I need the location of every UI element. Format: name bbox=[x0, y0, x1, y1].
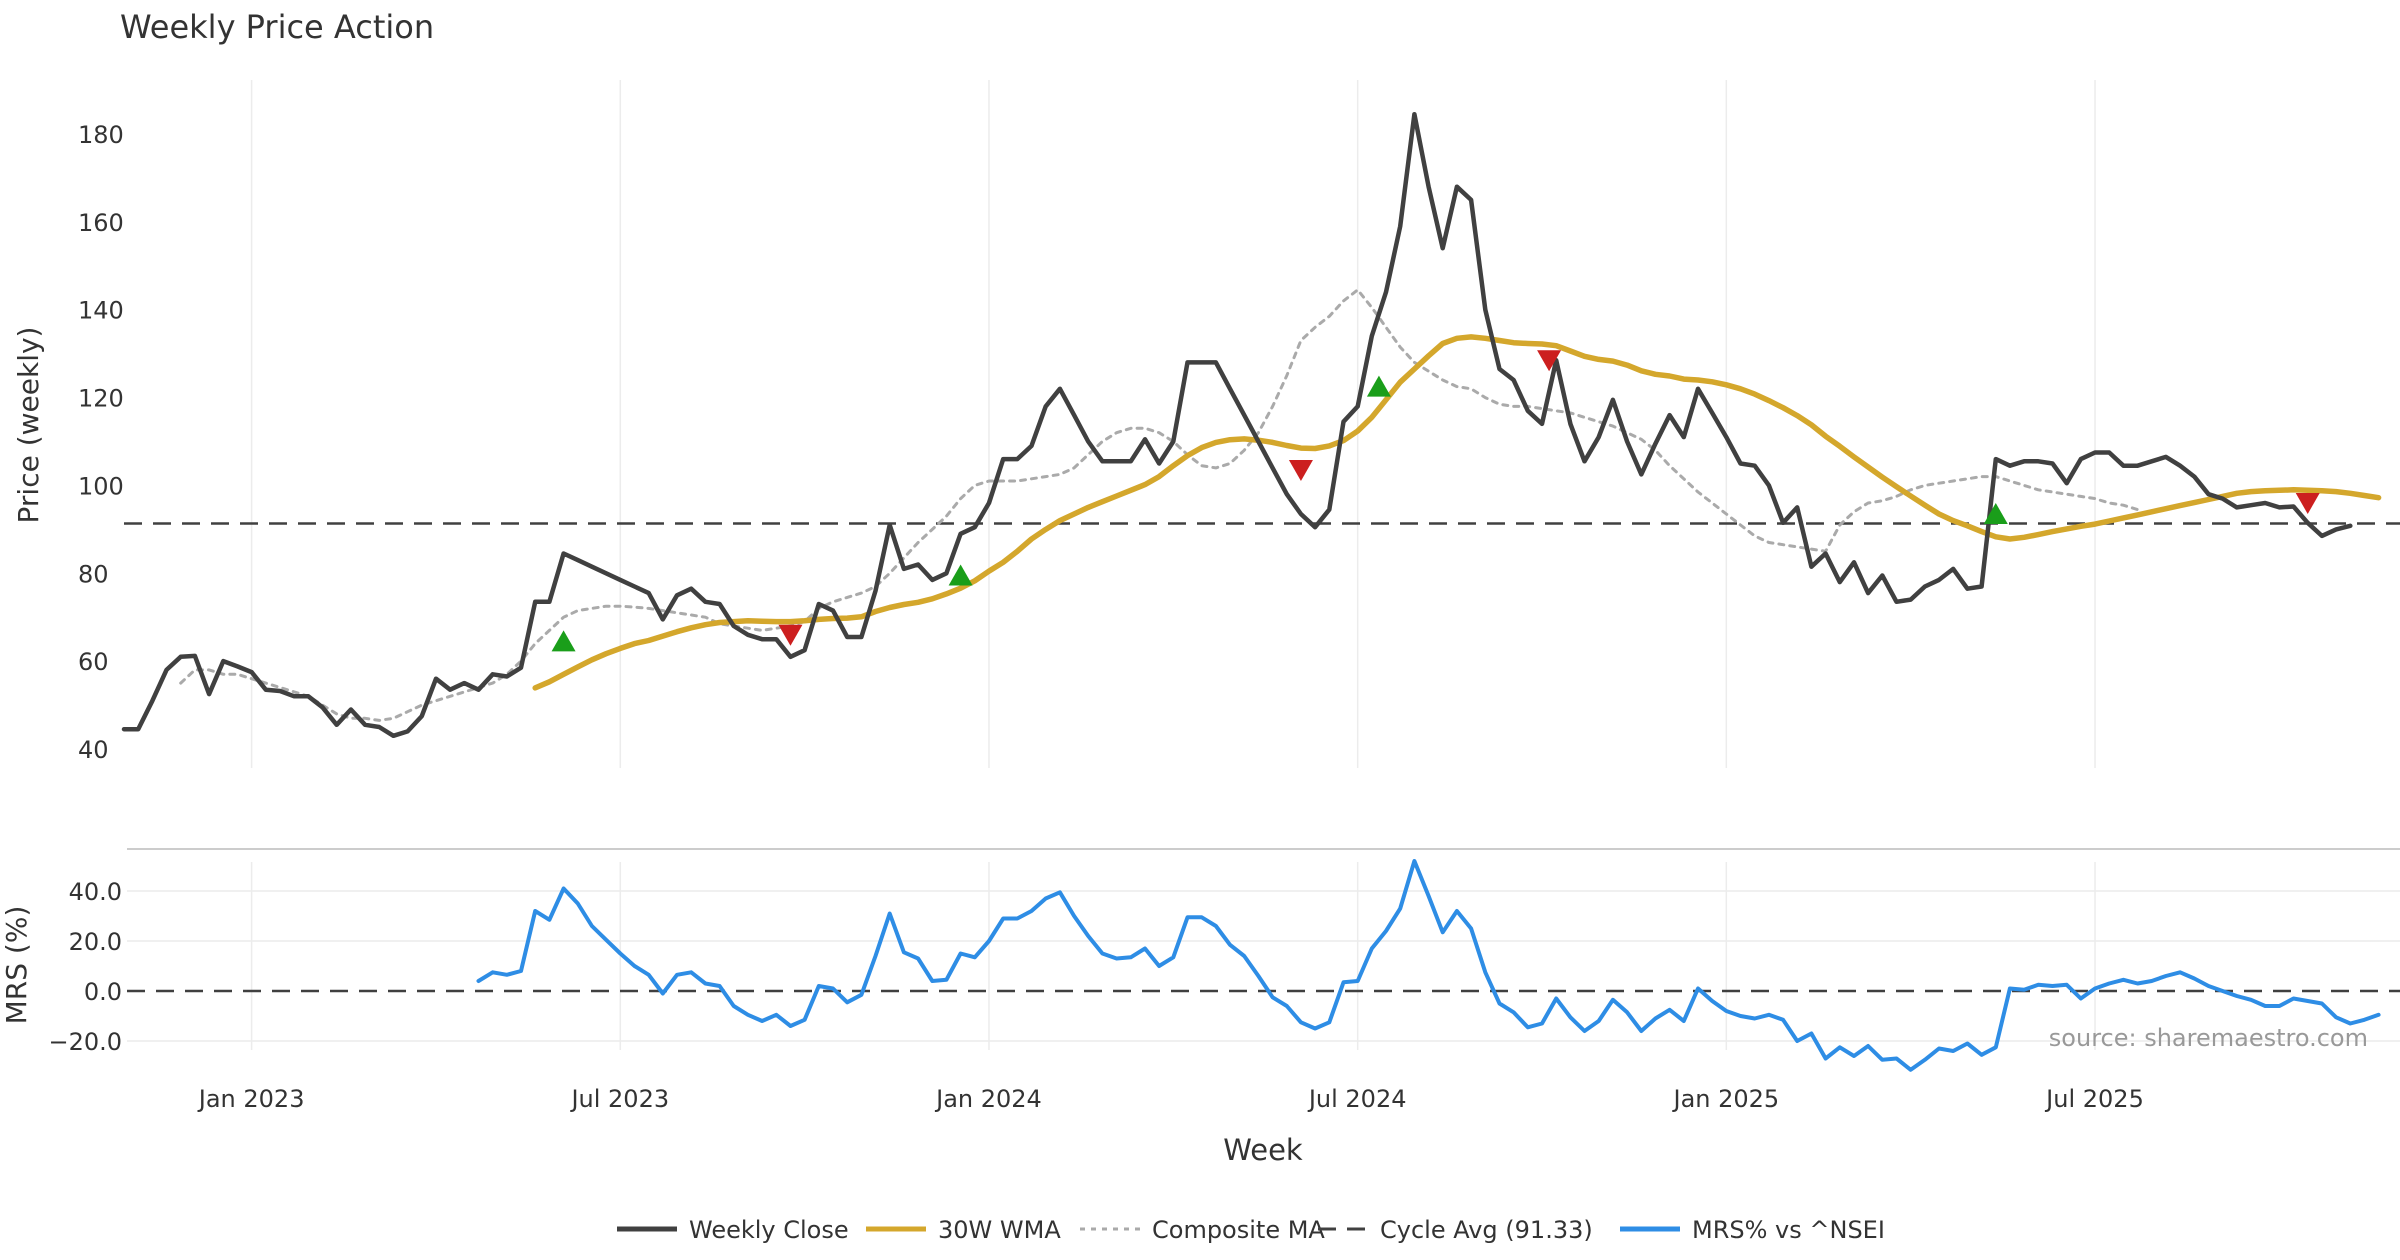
legend: Weekly Close 30W WMA Composite MA Cycle Avg… bbox=[617, 1216, 1885, 1244]
legend-label: 30W WMA bbox=[938, 1216, 1061, 1244]
sell-signal-marker bbox=[2295, 493, 2320, 514]
legend-label: Composite MA bbox=[1152, 1216, 1325, 1244]
y-tick-label: 40.0 bbox=[69, 878, 122, 906]
y-tick-label: 60 bbox=[78, 648, 109, 676]
x-tick-label: Jan 2025 bbox=[1671, 1085, 1779, 1113]
y-tick-label: 120 bbox=[78, 385, 124, 413]
x-tick-label: Jan 2024 bbox=[934, 1085, 1042, 1113]
composite-ma-line bbox=[179, 288, 2140, 722]
y-tick-label: 40 bbox=[78, 736, 109, 764]
y-tick-label: 80 bbox=[78, 560, 109, 588]
sell-signal-marker bbox=[778, 624, 803, 646]
y-tick-label: 140 bbox=[78, 297, 124, 325]
y-tick-label: −20.0 bbox=[48, 1028, 122, 1056]
mrs-line bbox=[476, 859, 2381, 1072]
source-annotation: source: sharemaestro.com bbox=[2049, 1024, 2368, 1052]
signal-markers bbox=[551, 350, 2320, 652]
buy-signal-marker bbox=[551, 630, 576, 652]
x-tick-label: Jul 2024 bbox=[1307, 1085, 1407, 1113]
x-axis-label: Week bbox=[1223, 1133, 1303, 1167]
legend-label: Weekly Close bbox=[689, 1216, 849, 1244]
x-tick-label: Jul 2023 bbox=[569, 1085, 669, 1113]
mrs-y-ticks: 40.0 20.0 0.0 −20.0 bbox=[48, 878, 122, 1056]
x-tick-label: Jul 2025 bbox=[2044, 1085, 2144, 1113]
y-tick-label: 0.0 bbox=[84, 978, 122, 1006]
mrs-axis-label: MRS (%) bbox=[0, 906, 33, 1025]
buy-signal-marker bbox=[1983, 502, 2008, 524]
mrs-gridlines bbox=[127, 862, 2400, 1050]
y-tick-label: 100 bbox=[78, 472, 124, 500]
y-tick-label: 20.0 bbox=[69, 928, 122, 956]
mrs-panel: MRS (%) 40.0 20.0 0.0 −20.0 source: sharema… bbox=[0, 859, 2400, 1072]
sell-signal-marker bbox=[1288, 460, 1313, 482]
y-tick-label: 160 bbox=[78, 209, 124, 237]
buy-signal-marker bbox=[948, 564, 973, 586]
x-tick-label: Jan 2023 bbox=[197, 1085, 305, 1113]
legend-label: MRS% vs ^NSEI bbox=[1692, 1216, 1885, 1244]
weekly-close-line bbox=[121, 111, 2353, 739]
price-panel: Weekly Price Action Price (weekly) 40 60 8… bbox=[12, 8, 2400, 768]
mrs-series bbox=[476, 859, 2381, 1072]
legend-label: Cycle Avg (91.33) bbox=[1380, 1216, 1593, 1244]
price-series bbox=[121, 111, 2400, 739]
sell-signal-marker bbox=[1537, 350, 1562, 372]
price-gridlines bbox=[250, 80, 2096, 768]
buy-signal-marker bbox=[1366, 375, 1391, 397]
x-axis-ticks: Jan 2023 Jul 2023 Jan 2024 Jul 2024 Jan 2025… bbox=[197, 1085, 2144, 1113]
price-y-ticks: 40 60 80 100 120 140 160 180 bbox=[78, 121, 124, 764]
chart-title: Weekly Price Action bbox=[120, 8, 434, 46]
wma-30w-line bbox=[532, 334, 2382, 691]
price-axis-label: Price (weekly) bbox=[12, 327, 45, 524]
y-tick-label: 180 bbox=[78, 121, 124, 149]
